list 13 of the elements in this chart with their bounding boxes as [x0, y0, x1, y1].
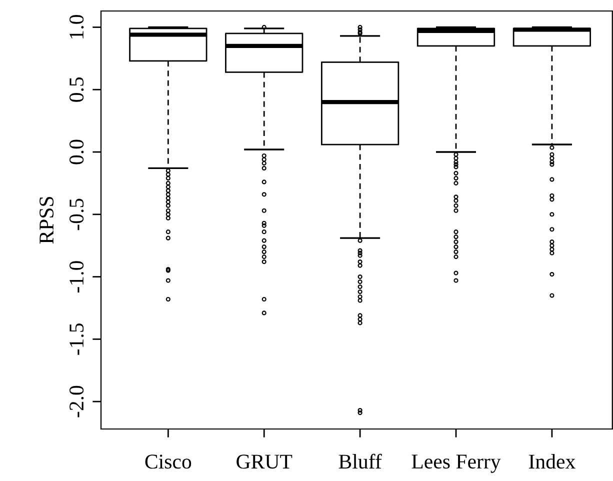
y-tick-label: 0.0	[70, 140, 84, 164]
y-tick-label: 0.5	[70, 77, 84, 102]
x-tick-label: Lees Ferry	[412, 454, 501, 473]
y-tick-label: 1.0	[70, 14, 84, 38]
x-tick-label: Cisco	[145, 454, 192, 469]
y-tick-label: -1.5	[70, 323, 84, 355]
y-tick-label: -1.0	[70, 261, 84, 292]
y-tick-label: -0.5	[70, 198, 84, 230]
y-tick-label: -2.0	[70, 386, 84, 418]
x-tick-label: Index	[528, 454, 576, 469]
y-axis-title: RPSS	[40, 196, 54, 244]
x-tick-label: Bluff	[338, 454, 382, 469]
x-tick-label: GRUT	[236, 454, 292, 469]
